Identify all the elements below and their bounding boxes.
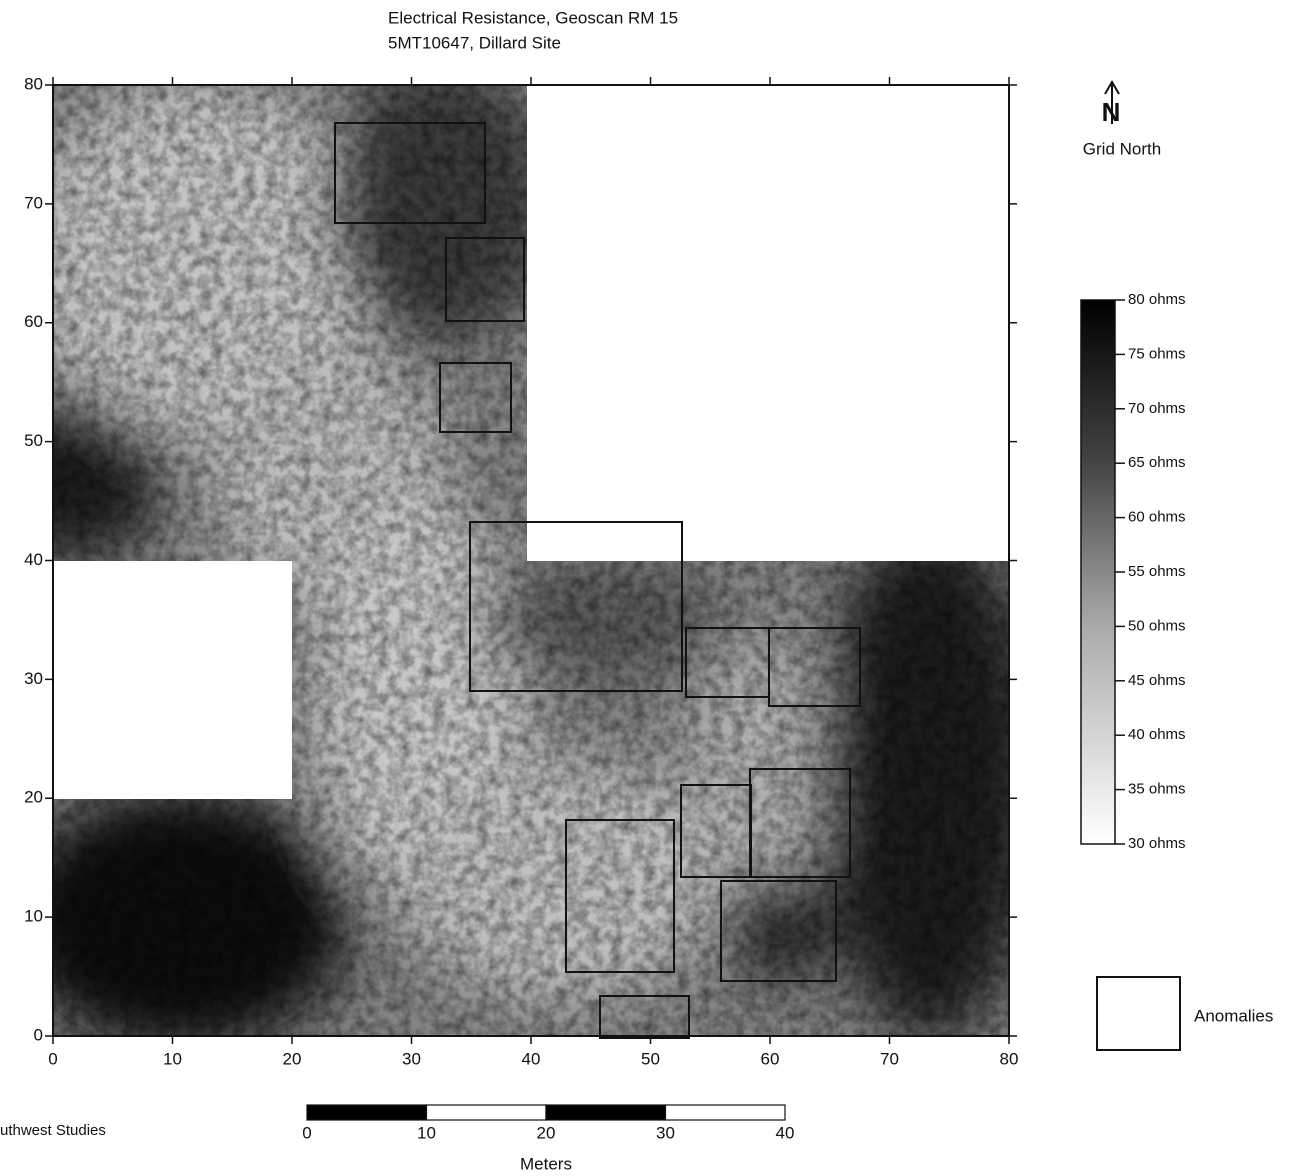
credit: uthwest Studies bbox=[0, 1122, 106, 1139]
scalebar-label: 40 bbox=[776, 1123, 795, 1142]
colorbar bbox=[1081, 300, 1115, 844]
colorbar-label: 40 ohms bbox=[1128, 726, 1186, 743]
y-tick-label: 40 bbox=[24, 550, 43, 569]
subtitle: 5MT10647, Dillard Site bbox=[388, 33, 561, 52]
title: Electrical Resistance, Geoscan RM 15 bbox=[388, 8, 678, 27]
x-tick-label: 0 bbox=[48, 1049, 57, 1068]
legend-label: Anomalies bbox=[1194, 1006, 1273, 1025]
x-tick-label: 80 bbox=[1000, 1049, 1019, 1068]
colorbar-label: 70 ohms bbox=[1128, 400, 1186, 417]
svg-text:N: N bbox=[1102, 97, 1121, 127]
north-label: Grid North bbox=[1083, 139, 1161, 158]
colorbar-label: 75 ohms bbox=[1128, 345, 1186, 362]
x-tick-label: 30 bbox=[402, 1049, 421, 1068]
north-arrow: N bbox=[1102, 82, 1121, 127]
colorbar-label: 30 ohms bbox=[1128, 835, 1186, 852]
y-tick-label: 0 bbox=[34, 1025, 43, 1044]
scalebar-segment bbox=[307, 1105, 427, 1120]
colorbar-label: 55 ohms bbox=[1128, 563, 1186, 580]
colorbar-label: 35 ohms bbox=[1128, 781, 1186, 798]
y-tick-label: 10 bbox=[24, 907, 43, 926]
scalebar-label: 0 bbox=[302, 1123, 311, 1142]
map: Electrical Resistance, Geoscan RM 15 5MT… bbox=[0, 0, 1305, 1176]
y-tick-label: 30 bbox=[24, 669, 43, 688]
scalebar-segment bbox=[546, 1105, 666, 1120]
x-tick-label: 70 bbox=[880, 1049, 899, 1068]
resistance-raster bbox=[0, 60, 1040, 1050]
legend-swatch bbox=[1097, 977, 1180, 1050]
scalebar-segment bbox=[427, 1105, 547, 1120]
scalebar-unit: Meters bbox=[520, 1154, 572, 1173]
scalebar-segment bbox=[666, 1105, 786, 1120]
x-tick-label: 60 bbox=[761, 1049, 780, 1068]
x-tick-label: 10 bbox=[163, 1049, 182, 1068]
y-tick-label: 80 bbox=[24, 74, 43, 93]
y-tick-label: 70 bbox=[24, 193, 43, 212]
scalebar-label: 20 bbox=[537, 1123, 556, 1142]
colorbar-label: 80 ohms bbox=[1128, 291, 1186, 308]
x-tick-label: 50 bbox=[641, 1049, 660, 1068]
colorbar-label: 60 ohms bbox=[1128, 509, 1186, 526]
y-tick-label: 50 bbox=[24, 431, 43, 450]
scalebar-label: 30 bbox=[656, 1123, 675, 1142]
colorbar-label: 65 ohms bbox=[1128, 454, 1186, 471]
scalebar-label: 10 bbox=[417, 1123, 436, 1142]
x-tick-label: 20 bbox=[283, 1049, 302, 1068]
colorbar-label: 50 ohms bbox=[1128, 617, 1186, 634]
colorbar-label: 45 ohms bbox=[1128, 672, 1186, 689]
x-tick-label: 40 bbox=[522, 1049, 541, 1068]
y-tick-label: 60 bbox=[24, 312, 43, 331]
y-tick-label: 20 bbox=[24, 788, 43, 807]
